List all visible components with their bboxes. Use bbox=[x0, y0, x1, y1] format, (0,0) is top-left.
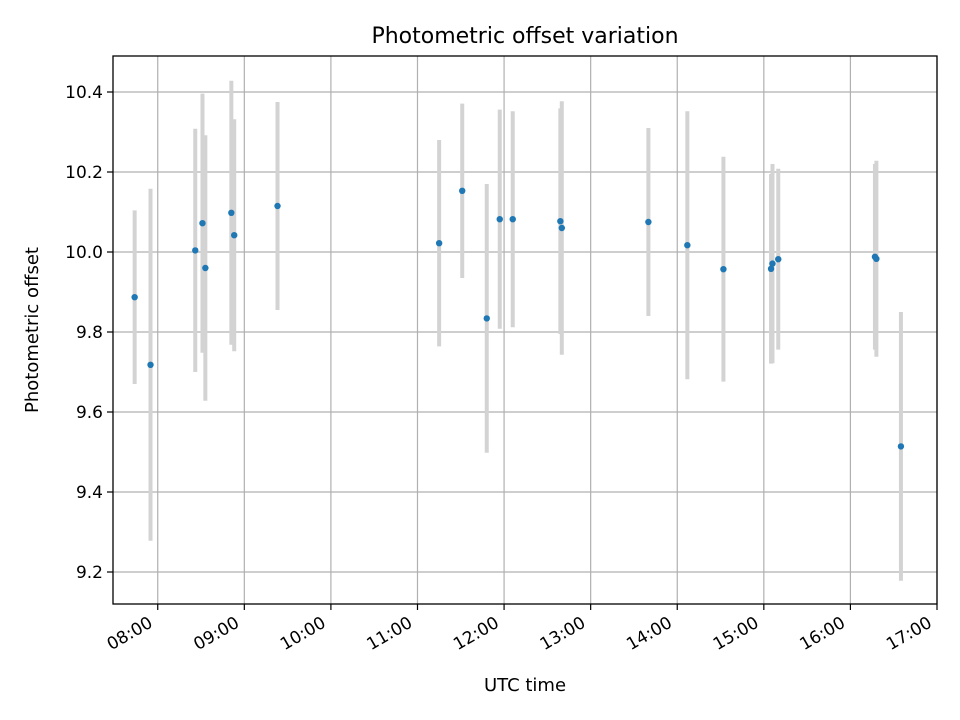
data-point bbox=[897, 443, 905, 450]
data-point bbox=[769, 260, 776, 267]
y-tick-label: 9.4 bbox=[76, 483, 103, 503]
data-point bbox=[775, 256, 782, 263]
data-point bbox=[131, 294, 138, 301]
data-point bbox=[684, 242, 691, 249]
y-tick-label: 10.0 bbox=[65, 243, 103, 263]
data-point bbox=[557, 218, 564, 225]
x-axis-label: UTC time bbox=[484, 675, 566, 696]
data-point bbox=[199, 220, 206, 227]
data-point bbox=[147, 361, 154, 368]
data-point bbox=[202, 264, 209, 272]
data-point bbox=[459, 187, 466, 194]
data-point bbox=[873, 255, 880, 262]
plot-frame bbox=[112, 55, 938, 605]
data-point bbox=[192, 247, 199, 254]
y-tick-label: 10.2 bbox=[65, 163, 103, 183]
data-point bbox=[645, 218, 652, 226]
y-tick-label: 10.4 bbox=[65, 83, 103, 103]
point-layer bbox=[131, 187, 905, 450]
data-point bbox=[509, 216, 516, 223]
y-tick-label: 9.6 bbox=[76, 403, 103, 423]
data-point bbox=[767, 265, 775, 272]
data-point bbox=[228, 209, 235, 216]
data-point bbox=[720, 266, 727, 273]
grid-layer bbox=[113, 56, 938, 604]
y-tick-label: 9.8 bbox=[76, 323, 103, 343]
y-tick-label: 9.2 bbox=[76, 563, 103, 583]
y-axis-label: Photometric offset bbox=[22, 247, 43, 413]
data-point bbox=[274, 202, 281, 210]
data-point bbox=[483, 315, 490, 322]
data-point bbox=[558, 224, 565, 232]
data-point bbox=[435, 240, 443, 247]
data-point bbox=[496, 216, 503, 223]
chart-title: Photometric offset variation bbox=[371, 24, 678, 49]
data-point bbox=[231, 232, 238, 239]
